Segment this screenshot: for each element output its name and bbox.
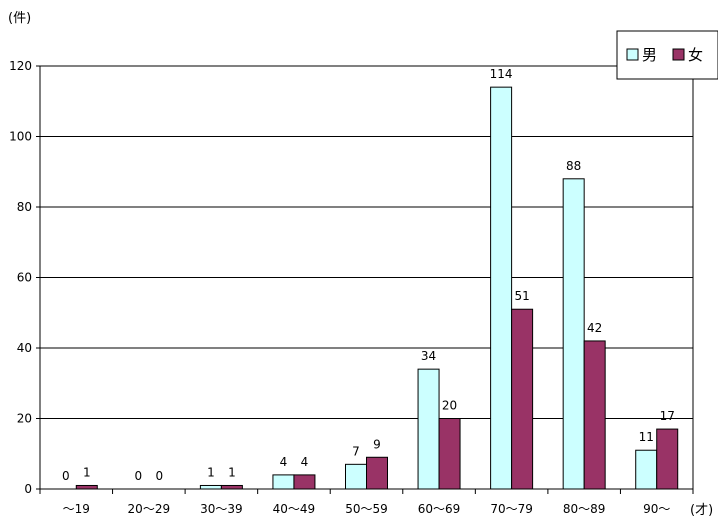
data-label: 42 [587, 321, 602, 335]
data-label: 7 [352, 444, 360, 458]
bar-female [438, 418, 461, 490]
y-tick-label: 0 [24, 482, 32, 496]
y-tick-label: 20 [17, 412, 32, 426]
x-tick-label: 90～ [643, 502, 670, 516]
y-tick-label: 60 [17, 271, 32, 285]
data-label: 4 [301, 455, 309, 469]
bar-female [366, 456, 388, 490]
data-label: 88 [566, 159, 581, 173]
x-tick-label: 20～29 [128, 502, 171, 516]
legend: 男女 [616, 30, 718, 80]
bar-male [562, 178, 585, 490]
data-label: 1 [228, 465, 236, 479]
bar-female [511, 308, 534, 490]
data-label: 17 [660, 409, 675, 423]
x-tick-label: 40～49 [273, 502, 316, 516]
bar-female [75, 484, 98, 490]
bar-female [583, 340, 606, 490]
y-tick-label: 120 [9, 59, 32, 73]
data-label: 4 [280, 455, 288, 469]
x-tick-label: 30～39 [200, 502, 243, 516]
data-label: 0 [62, 469, 70, 483]
bar-female [293, 474, 316, 490]
x-tick-labels: ～19 20～29 30～39 40～49 50～59 60～69 70～79 80～89 90… [63, 502, 671, 516]
bars [75, 86, 679, 490]
x-tick-label: 70～79 [490, 502, 533, 516]
data-label: 9 [373, 437, 381, 451]
legend-swatch-male [626, 48, 639, 61]
legend-box [616, 30, 718, 80]
data-label: 11 [639, 430, 654, 444]
bar-male [417, 368, 440, 490]
x-tick-label: 50～59 [345, 502, 388, 516]
y-tick-labels: 0 20 40 60 80 100 120 [9, 59, 32, 496]
data-label: 34 [421, 349, 436, 363]
y-tick-label: 80 [17, 200, 32, 214]
legend-label-male: 男 [642, 46, 657, 64]
data-label: 51 [514, 289, 529, 303]
y-tick-label: 40 [17, 341, 32, 355]
y-unit-label: (件) [8, 11, 31, 26]
x-tick-label: 60～69 [418, 502, 461, 516]
y-tick-label: 100 [9, 130, 32, 144]
bar-female [656, 428, 679, 490]
bar-male [345, 463, 367, 490]
bar-male [199, 484, 222, 490]
bar-female [220, 484, 243, 490]
legend-swatch-female [672, 48, 685, 61]
data-label: 114 [490, 67, 513, 81]
legend-label-female: 女 [688, 46, 703, 64]
data-label: 1 [207, 465, 215, 479]
x-unit-label: (才) [690, 503, 713, 518]
bar-male [490, 86, 513, 490]
data-label: 0 [135, 469, 143, 483]
x-tick-label: 80～89 [563, 502, 606, 516]
x-tick-label: ～19 [63, 502, 90, 516]
data-label: 0 [156, 469, 164, 483]
data-label: 1 [83, 465, 91, 479]
data-label: 20 [442, 399, 457, 413]
bar-male [272, 474, 295, 490]
bar-male [635, 449, 658, 490]
